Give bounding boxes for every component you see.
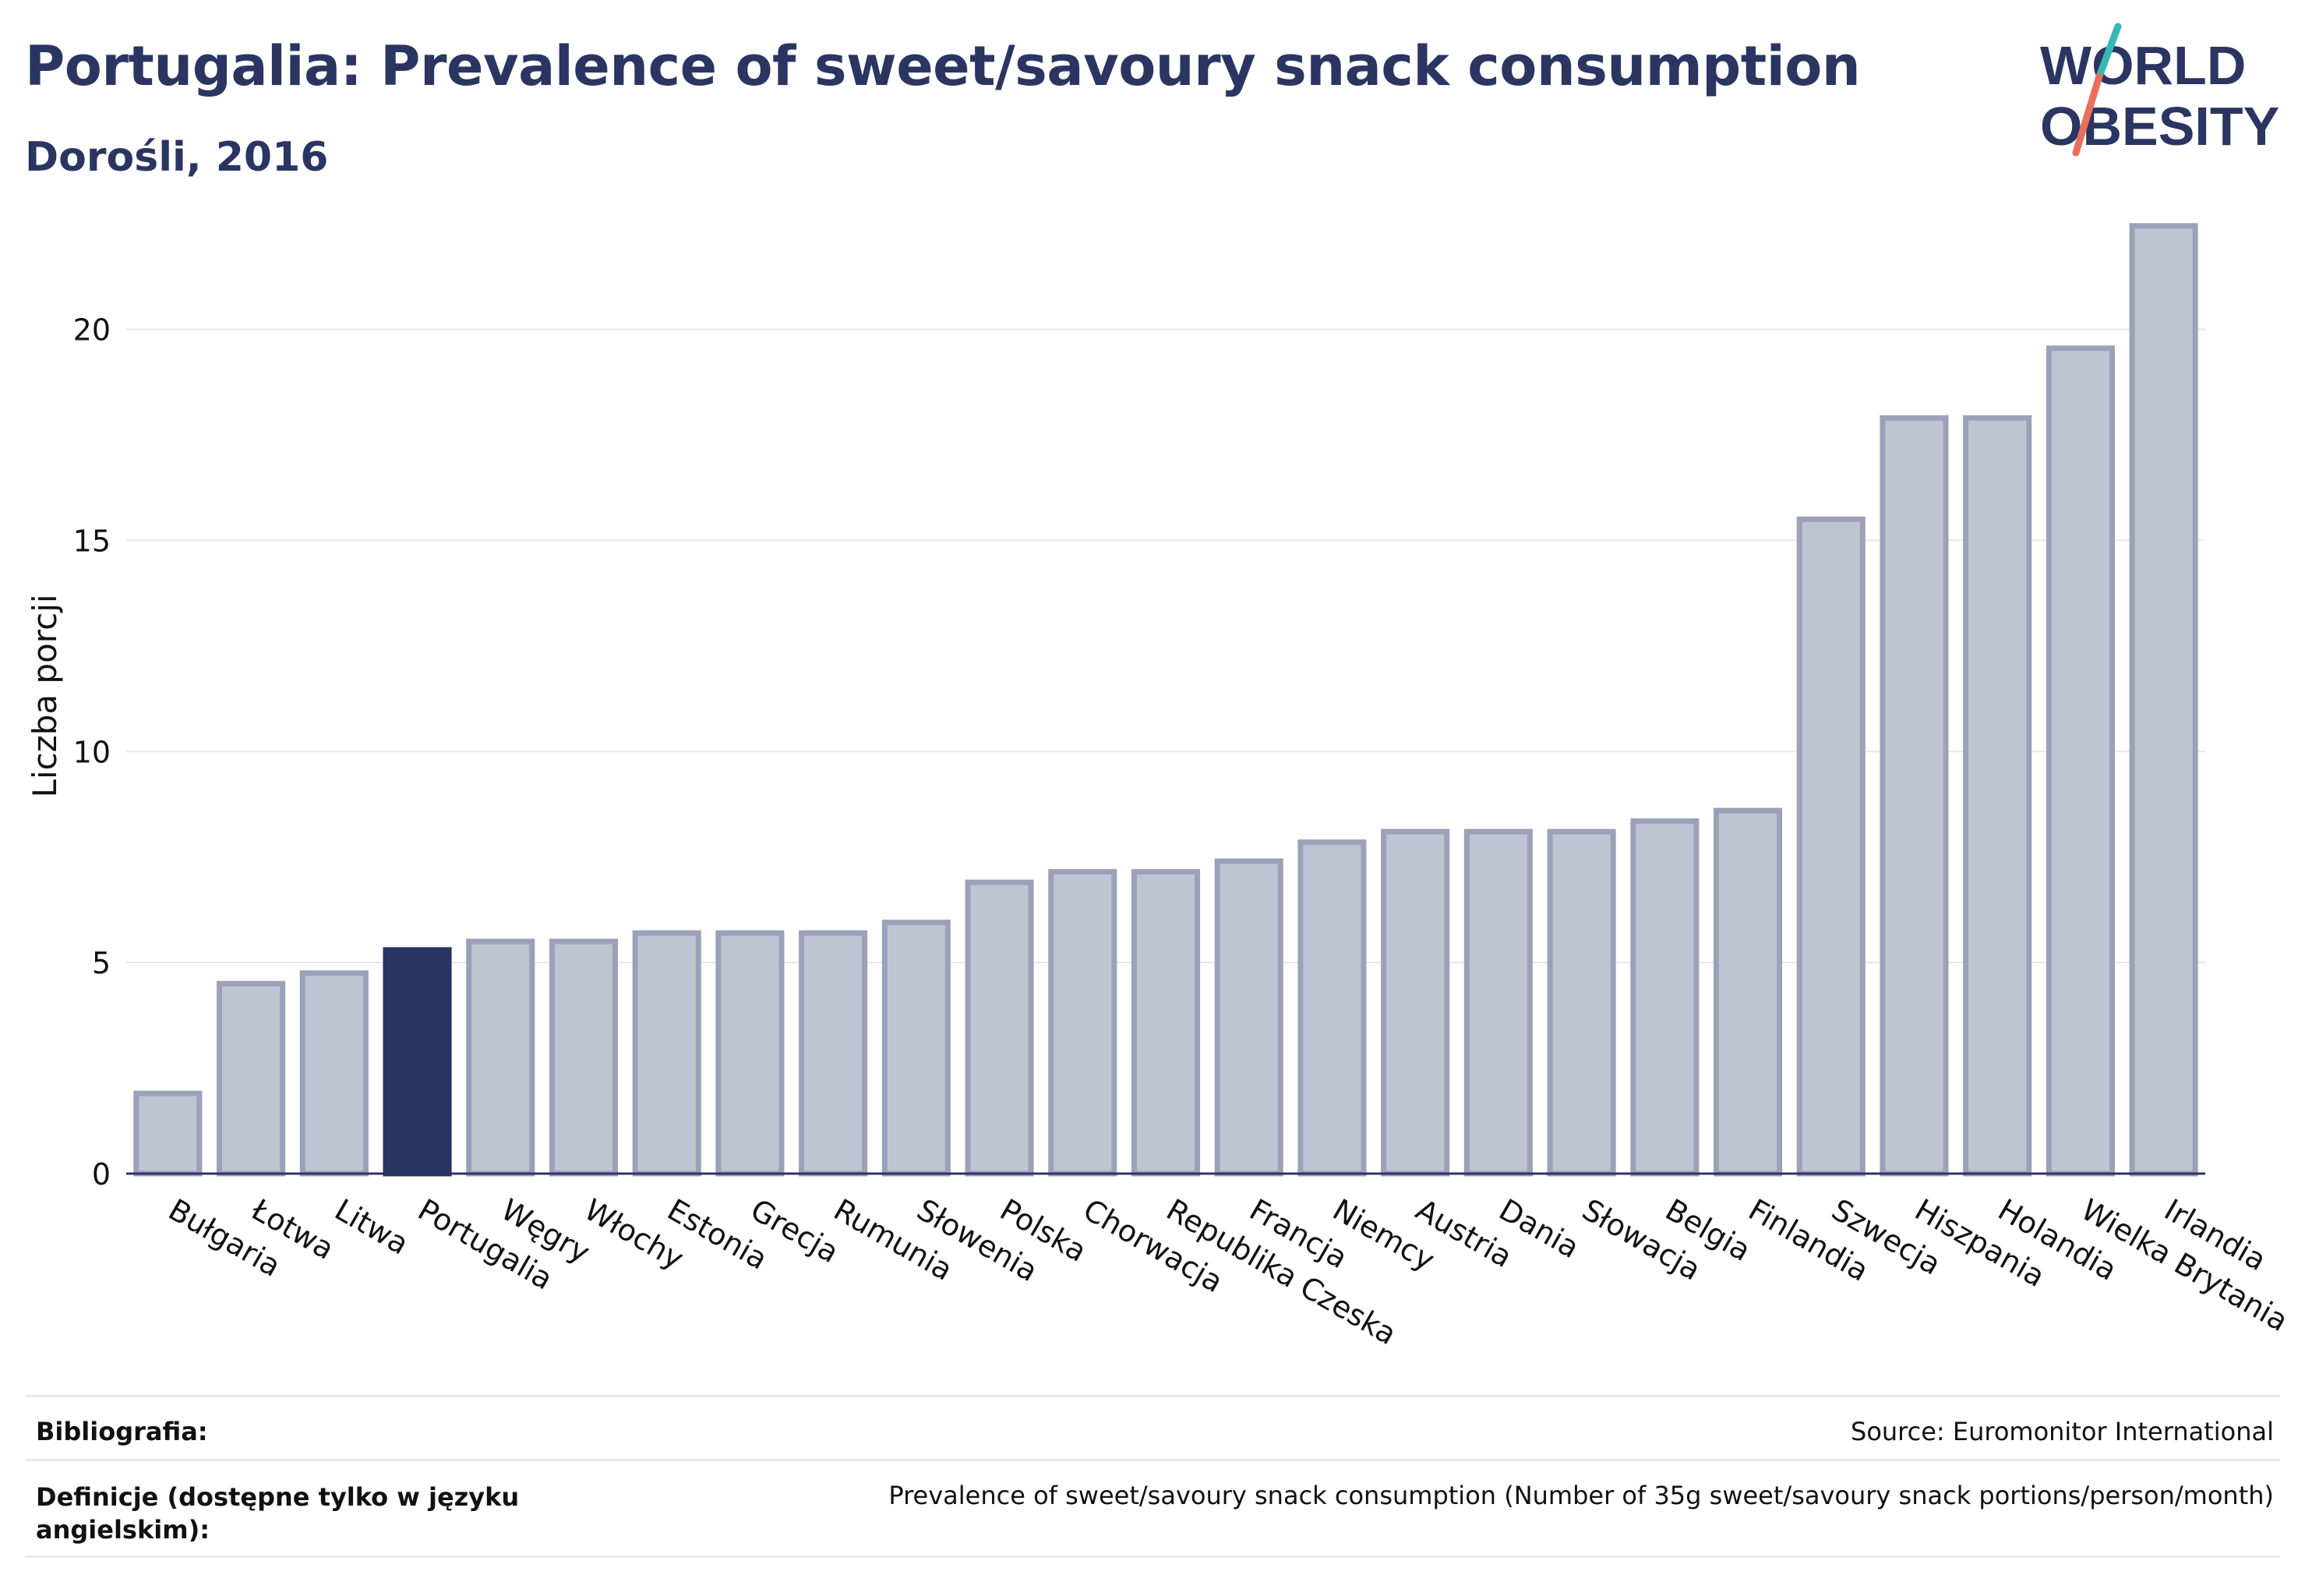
definitions-value: Prevalence of sweet/savoury snack consum… — [888, 1481, 2274, 1510]
bar — [2129, 223, 2198, 1177]
footer-divider-bottom — [25, 1555, 2280, 1558]
y-tick-label: 15 — [73, 524, 111, 558]
bar — [965, 879, 1034, 1177]
bar — [1630, 818, 1700, 1177]
definitions-label-line1: Definicje (dostępne tylko w języku — [36, 1482, 520, 1512]
bar — [1463, 828, 1533, 1177]
y-tick-label: 5 — [92, 946, 111, 980]
bar — [299, 970, 369, 1177]
bibliography-label: Bibliografia: — [36, 1417, 208, 1446]
bar — [383, 947, 452, 1177]
bar — [881, 920, 951, 1177]
bar — [2046, 345, 2115, 1177]
bar — [1880, 415, 1949, 1177]
chart-subtitle: Dorośli, 2016 — [25, 134, 329, 181]
y-tick-label: 0 — [92, 1157, 111, 1192]
definitions-label: Definicje (dostępne tylko w języku angie… — [36, 1481, 519, 1546]
footer-divider-top — [25, 1395, 2280, 1397]
bibliography-value: Source: Euromonitor International — [1851, 1417, 2274, 1446]
bar — [1381, 828, 1450, 1177]
bar — [133, 1090, 203, 1177]
bar — [549, 938, 619, 1177]
logo-slash-teal — [2095, 23, 2122, 80]
bar — [1214, 858, 1283, 1177]
bar — [217, 980, 286, 1177]
bar — [1297, 839, 1367, 1177]
bar — [1713, 807, 1783, 1177]
footer-divider-middle — [25, 1459, 2280, 1461]
chart-title: Portugalia: Prevalence of sweet/savoury … — [25, 34, 1861, 98]
bar — [799, 930, 868, 1177]
logo-slash-coral — [2072, 72, 2103, 157]
definitions-label-line2: angielskim): — [36, 1515, 210, 1545]
bar — [632, 930, 701, 1177]
bar — [715, 930, 785, 1177]
y-axis-label: Liczba porcji — [26, 594, 64, 797]
y-tick-label: 20 — [73, 313, 111, 348]
logo-line1: WORLD — [2040, 35, 2246, 96]
bar-chart: 05101520BułgariaŁotwaLitwaPortugaliaWęgr… — [26, 223, 2294, 1351]
bar — [1796, 516, 1866, 1177]
bar — [466, 938, 535, 1177]
y-tick-label: 10 — [73, 735, 111, 769]
bar — [1547, 828, 1616, 1177]
bar — [1131, 869, 1201, 1177]
bar — [1048, 869, 1117, 1177]
bar — [1963, 415, 2032, 1177]
x-tick-label: Litwa — [329, 1192, 414, 1262]
world-obesity-logo: WORLD OBESITY — [2040, 23, 2279, 157]
